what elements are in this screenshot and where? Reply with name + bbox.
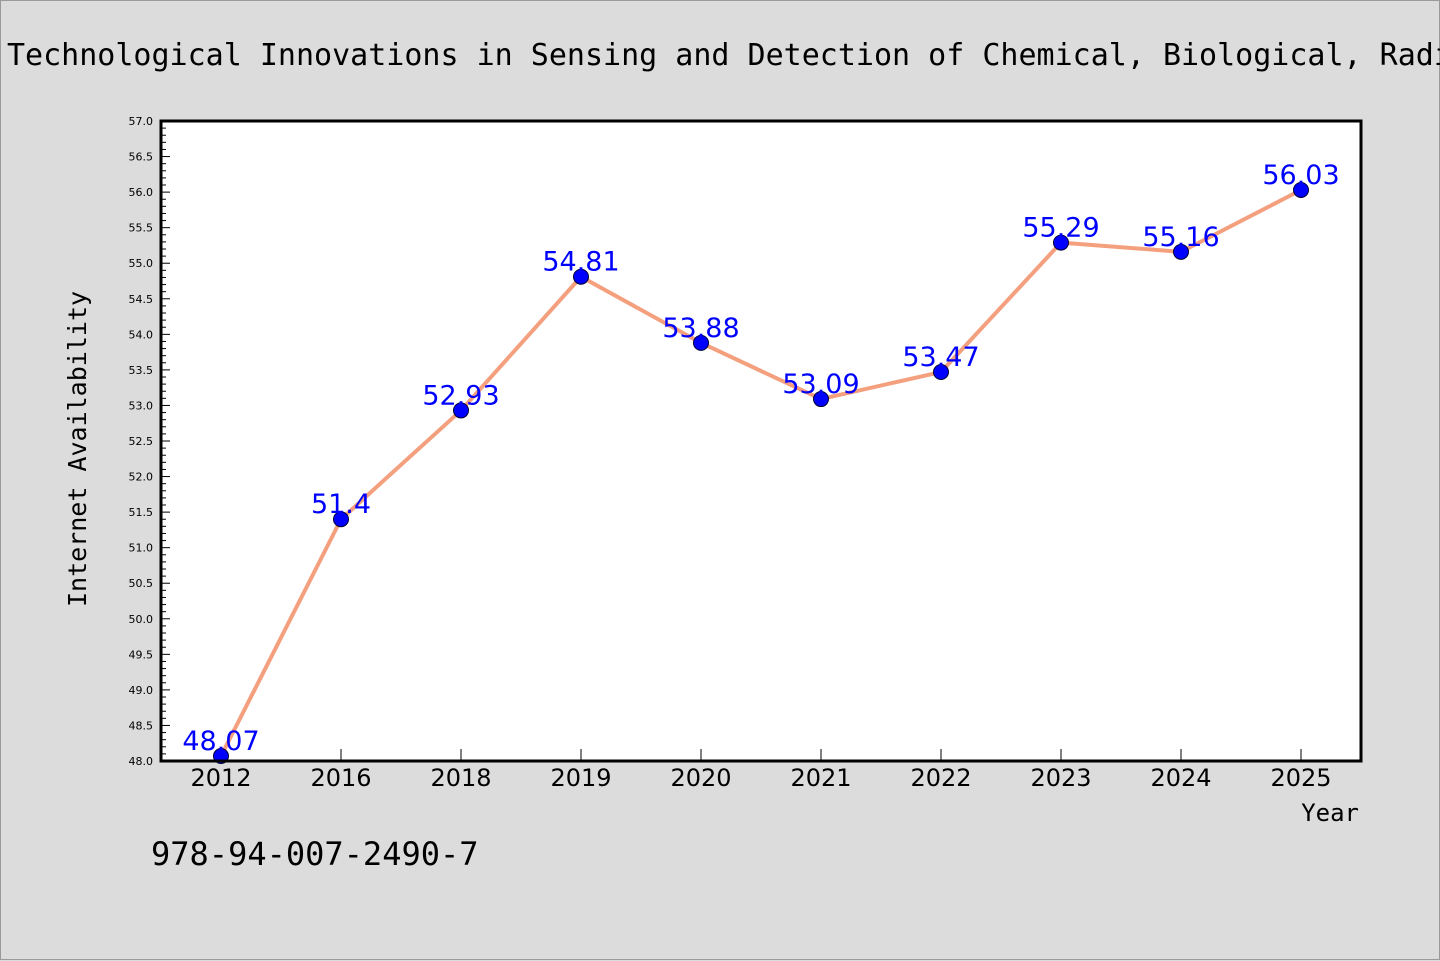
y-tick-label: 54.5 [129, 293, 154, 306]
data-label: 53.47 [902, 342, 979, 373]
x-tick-label: 2012 [190, 764, 251, 792]
y-axis-label: Internet Availability [63, 291, 92, 607]
y-tick-label: 49.0 [129, 684, 154, 697]
data-point [573, 268, 589, 285]
data-label: 51.4 [311, 489, 371, 520]
footer-code: 978-94-007-2490-7 [151, 835, 479, 873]
y-tick-label: 52.5 [129, 435, 154, 448]
data-label: 54.81 [542, 247, 619, 278]
x-tick-label: 2025 [1270, 764, 1331, 792]
y-tick-label: 50.5 [129, 577, 154, 590]
y-tick-label: 53.5 [129, 364, 154, 377]
y-tick-label: 48.0 [129, 755, 154, 768]
x-axis-label: Year [1301, 799, 1359, 827]
x-axis: 2012 2016 2018 2019 2020 2021 2022 2023 2024 2025 [190, 749, 1332, 792]
x-tick-label: 2022 [910, 764, 971, 792]
data-point [453, 402, 469, 419]
x-tick-label: 2024 [1150, 764, 1211, 792]
y-tick-label: 53.0 [129, 399, 154, 412]
x-tick-label: 2019 [550, 764, 611, 792]
data-point [813, 391, 829, 408]
y-tick-label: 56.5 [129, 151, 154, 164]
x-tick-label: 2023 [1030, 764, 1091, 792]
y-tick-label: 54.0 [129, 328, 154, 341]
data-label: 48.07 [182, 726, 259, 757]
data-label: 56.03 [1262, 160, 1339, 191]
chart-title: Technological Innovations in Sensing and… [7, 38, 1440, 73]
data-label: 52.93 [422, 380, 499, 411]
x-tick-label: 2016 [310, 764, 371, 792]
y-tick-label: 55.5 [129, 222, 154, 235]
data-label: 53.88 [662, 313, 739, 344]
y-tick-label: 51.0 [129, 542, 154, 555]
plot-area [161, 121, 1361, 761]
data-point [333, 511, 349, 528]
series-line [219, 188, 1302, 757]
y-tick-label: 50.0 [129, 613, 154, 626]
y-tick-label: 49.5 [129, 648, 154, 661]
plot-border [159, 119, 1363, 763]
x-tick-label: 2020 [670, 764, 731, 792]
y-tick-label: 55.0 [129, 257, 154, 270]
data-point [1173, 243, 1189, 260]
data-point [693, 334, 709, 351]
data-point [1293, 181, 1309, 198]
y-tick-label: 48.5 [129, 719, 154, 732]
data-labels: 48.07 51.4 52.93 54.81 53.88 53.09 53.47 55.29 5… [182, 160, 1339, 757]
data-label: 55.16 [1142, 222, 1219, 253]
data-point [933, 364, 949, 381]
data-markers [213, 181, 1309, 765]
data-point [1053, 234, 1069, 251]
y-tick-label: 57.0 [129, 115, 154, 128]
data-label: 53.09 [782, 369, 859, 400]
x-tick-label: 2018 [430, 764, 491, 792]
data-label: 55.29 [1022, 213, 1099, 244]
y-tick-label: 52.0 [129, 471, 154, 484]
y-tick-label: 56.0 [129, 186, 154, 199]
x-tick-label: 2021 [790, 764, 851, 792]
y-tick-label: 51.5 [129, 506, 154, 519]
